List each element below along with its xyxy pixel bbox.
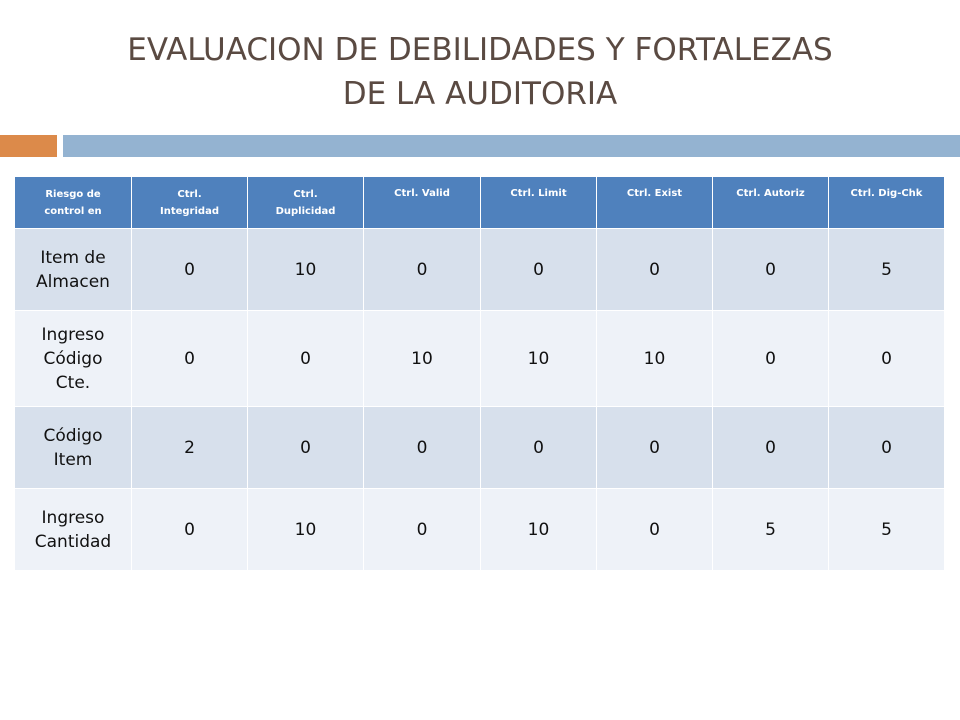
value-cell: 0 [597, 489, 713, 571]
header-autoriz-label: Ctrl. Autoriz [736, 188, 805, 199]
value-cell: 0 [364, 407, 481, 489]
value-cell: 2 [132, 407, 248, 489]
table-row: Ingreso Cantidad 0 10 0 10 0 5 5 [15, 489, 945, 571]
row-label-line: Item [53, 449, 93, 470]
row-label-line: Cantidad [34, 531, 112, 552]
header-riesgo: Riesgo de control en [15, 177, 132, 229]
value-cell: 0 [829, 311, 945, 407]
header-dig-chk: Ctrl. Dig-Chk [829, 177, 945, 229]
row-label-line: Código [43, 425, 103, 446]
header-integridad-line-1: Ctrl. [177, 188, 202, 200]
value-cell: 0 [829, 407, 945, 489]
header-integridad: Ctrl. Integridad [132, 177, 248, 229]
value-cell: 0 [597, 229, 713, 311]
header-valid: Ctrl. Valid [364, 177, 481, 229]
row-label-line: Ingreso [41, 324, 105, 345]
value-cell: 0 [364, 489, 481, 571]
value-cell: 0 [713, 229, 829, 311]
slide-title: EVALUACION DE DEBILIDADES Y FORTALEZAS D… [0, 28, 960, 116]
value-cell: 0 [597, 407, 713, 489]
accent-bar-blue [63, 135, 960, 157]
value-cell: 0 [248, 407, 364, 489]
value-cell: 5 [829, 489, 945, 571]
row-label-cell: Ingreso Cantidad [15, 489, 132, 571]
value-cell: 5 [713, 489, 829, 571]
table-row: Item de Almacen 0 10 0 0 0 0 5 [15, 229, 945, 311]
value-cell: 0 [132, 229, 248, 311]
header-dig-chk-label: Ctrl. Dig-Chk [850, 188, 923, 199]
value-cell: 0 [132, 489, 248, 571]
row-label-cell: Ingreso Código Cte. [15, 311, 132, 407]
header-valid-label: Ctrl. Valid [394, 188, 450, 199]
header-limit: Ctrl. Limit [481, 177, 597, 229]
value-cell: 10 [364, 311, 481, 407]
value-cell: 0 [481, 229, 597, 311]
table-row: Código Item 2 0 0 0 0 0 0 [15, 407, 945, 489]
value-cell: 0 [364, 229, 481, 311]
value-cell: 0 [132, 311, 248, 407]
header-autoriz: Ctrl. Autoriz [713, 177, 829, 229]
row-label-line: Cte. [55, 372, 91, 393]
value-cell: 0 [713, 407, 829, 489]
row-label-cell: Código Item [15, 407, 132, 489]
table-row: Ingreso Código Cte. 0 0 10 10 10 0 0 [15, 311, 945, 407]
slide-title-line-1: EVALUACION DE DEBILIDADES Y FORTALEZAS [127, 32, 833, 68]
value-cell: 5 [829, 229, 945, 311]
header-riesgo-line-2: control en [44, 205, 102, 217]
header-duplicidad-line-2: Duplicidad [275, 205, 336, 217]
value-cell: 10 [481, 311, 597, 407]
header-duplicidad-line-1: Ctrl. [293, 188, 318, 200]
header-riesgo-line-1: Riesgo de [45, 188, 101, 200]
header-exist-label: Ctrl. Exist [626, 188, 683, 199]
row-label-cell: Item de Almacen [15, 229, 132, 311]
slide-title-line-2: DE LA AUDITORIA [342, 76, 618, 112]
row-label-line: Almacen [36, 271, 110, 292]
value-cell: 0 [248, 311, 364, 407]
value-cell: 0 [713, 311, 829, 407]
header-duplicidad: Ctrl. Duplicidad [248, 177, 364, 229]
row-label-line: Item de [40, 247, 106, 268]
header-exist: Ctrl. Exist [597, 177, 713, 229]
value-cell: 10 [481, 489, 597, 571]
evaluation-table: Riesgo de control en Ctrl. Integridad Ct… [15, 177, 945, 571]
row-label-line: Código [43, 348, 103, 369]
table-header-row: Riesgo de control en Ctrl. Integridad Ct… [15, 177, 945, 229]
header-integridad-line-2: Integridad [160, 205, 219, 217]
header-limit-label: Ctrl. Limit [510, 188, 567, 199]
row-label-line: Ingreso [41, 507, 105, 528]
value-cell: 10 [597, 311, 713, 407]
value-cell: 0 [481, 407, 597, 489]
accent-bar-orange [0, 135, 57, 157]
value-cell: 10 [248, 229, 364, 311]
value-cell: 10 [248, 489, 364, 571]
